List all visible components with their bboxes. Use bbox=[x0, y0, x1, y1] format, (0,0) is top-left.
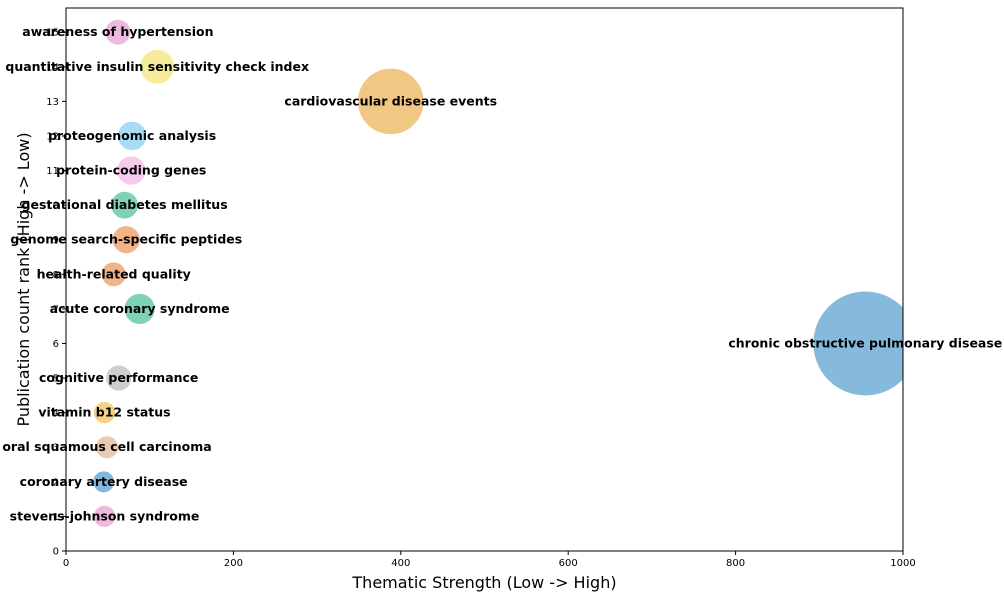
bubble bbox=[104, 363, 134, 393]
y-tick-label: 5 bbox=[53, 374, 59, 385]
bubble-labels: stevens-johnson syndrome coronary artery … bbox=[2, 24, 1002, 523]
y-tick-label: 8 bbox=[53, 270, 59, 281]
bubble-label: cognitive performance bbox=[39, 370, 198, 385]
y-tick-label: 15 bbox=[46, 28, 59, 39]
bubble-label: health-related quality bbox=[37, 266, 191, 281]
bubble-label: awareness of hypertension bbox=[22, 24, 213, 39]
x-tick-label: 200 bbox=[224, 558, 243, 569]
bubble bbox=[110, 224, 142, 256]
x-axis-title: Thematic Strength (Low -> High) bbox=[351, 573, 616, 592]
bubble bbox=[115, 119, 149, 153]
x-tick-label: 0 bbox=[63, 558, 69, 569]
bubble-layer bbox=[91, 17, 903, 530]
bubble-label: coronary artery disease bbox=[20, 474, 188, 489]
bubble bbox=[122, 291, 157, 326]
y-tick-label: 3 bbox=[53, 443, 59, 454]
bubble-label: vitamin b12 status bbox=[38, 405, 170, 420]
bubble bbox=[811, 289, 903, 398]
bubble-label: gestational diabetes mellitus bbox=[22, 197, 228, 212]
bubble-label: protein-coding genes bbox=[56, 163, 206, 178]
plot-frame bbox=[65, 7, 904, 552]
y-tick-label: 7 bbox=[53, 304, 59, 315]
bubble-label: proteogenomic analysis bbox=[48, 128, 216, 143]
bubble-label: quantitative insulin sensitivity check i… bbox=[5, 59, 309, 74]
y-tick-label: 2 bbox=[53, 477, 59, 488]
bubble bbox=[94, 434, 121, 461]
y-tick-label: 10 bbox=[46, 201, 59, 212]
x-tick-label: 1000 bbox=[890, 558, 915, 569]
bubble bbox=[91, 400, 118, 426]
bubble-label: cardiovascular disease events bbox=[284, 93, 497, 108]
y-tick-label: 9 bbox=[53, 235, 59, 246]
x-tick-label: 800 bbox=[726, 558, 745, 569]
bubble-label: stevens-johnson syndrome bbox=[10, 508, 200, 523]
y-axis-title: Publication count rank (High -> Low) bbox=[14, 132, 33, 426]
bubble bbox=[91, 503, 118, 530]
bubble bbox=[99, 260, 128, 289]
y-tick-label: 14 bbox=[46, 62, 59, 73]
bubble bbox=[115, 154, 148, 187]
y-tick-label: 1 bbox=[53, 512, 59, 523]
y-tick-label: 4 bbox=[53, 408, 59, 419]
x-tick-label: 600 bbox=[559, 558, 578, 569]
bubble-label: oral squamous cell carcinoma bbox=[2, 439, 211, 454]
bubble-label: genome search-specific peptides bbox=[10, 232, 242, 247]
y-tick-label: 13 bbox=[46, 97, 59, 108]
y-tick-label: 12 bbox=[46, 131, 59, 142]
y-tick-label: 6 bbox=[53, 339, 59, 350]
x-tick-label: 400 bbox=[391, 558, 410, 569]
bubble bbox=[355, 66, 426, 137]
bubble bbox=[138, 47, 177, 86]
bubble bbox=[91, 469, 117, 495]
bubble-label: chronic obstructive pulmonary disease bbox=[728, 335, 1002, 350]
y-tick-label: 11 bbox=[46, 166, 59, 177]
bubble bbox=[109, 189, 140, 221]
x-axis: 0 200 400 600 800 1000 bbox=[63, 551, 916, 569]
bubble-label: acute coronary syndrome bbox=[50, 301, 230, 316]
bubble bbox=[103, 17, 133, 47]
y-tick-label: 0 bbox=[53, 547, 59, 558]
